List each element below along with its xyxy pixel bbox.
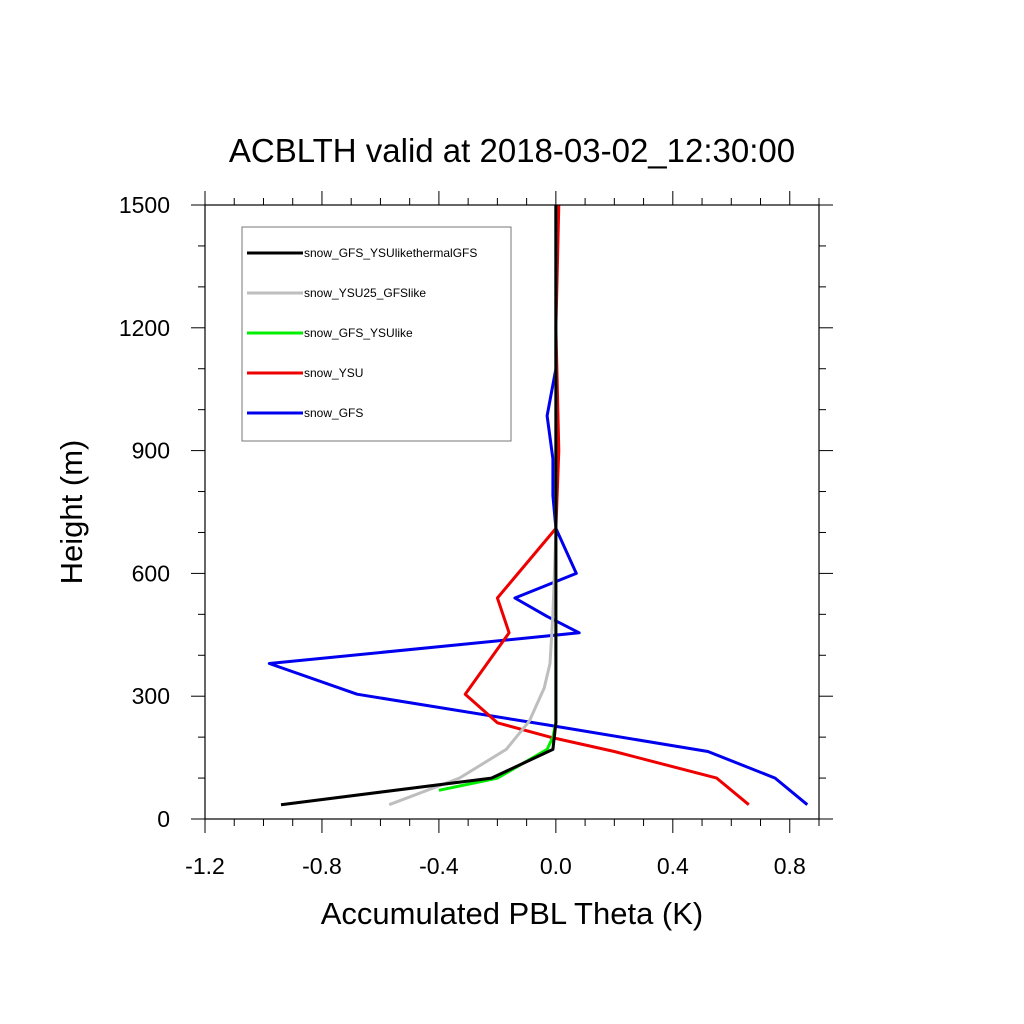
legend-label-snow_GFS_YSUlikethermalGFS: snow_GFS_YSUlikethermalGFS	[304, 246, 477, 260]
x-tick-label: -0.4	[419, 853, 459, 879]
x-tick-label: 0.8	[774, 853, 806, 879]
x-tick-label: -0.8	[302, 853, 342, 879]
x-tick-label: 0.4	[657, 853, 689, 879]
y-tick-label: 0	[157, 806, 170, 832]
x-axis-label: Accumulated PBL Theta (K)	[321, 896, 704, 931]
y-tick-label: 1200	[119, 315, 170, 341]
legend: snow_GFS_YSUlikethermalGFS snow_YSU25_GFS…	[242, 227, 511, 441]
legend-label-snow_GFS: snow_GFS	[304, 406, 363, 420]
y-tick-label: 1500	[119, 192, 170, 218]
legend-label-snow_YSU25_GFSlike: snow_YSU25_GFSlike	[304, 286, 426, 300]
legend-label-snow_GFS_YSUlike: snow_GFS_YSUlike	[304, 326, 413, 340]
x-tick-label: 0.0	[540, 853, 572, 879]
legend-label-snow_YSU: snow_YSU	[304, 366, 363, 380]
y-tick-label: 600	[132, 560, 170, 586]
y-tick-label: 300	[132, 683, 170, 709]
x-tick-label: -1.2	[185, 853, 225, 879]
y-tick-label: 900	[132, 438, 170, 464]
y-axis-label: Height (m)	[54, 440, 89, 585]
chart-title: ACBLTH valid at 2018-03-02_12:30:00	[229, 132, 795, 169]
